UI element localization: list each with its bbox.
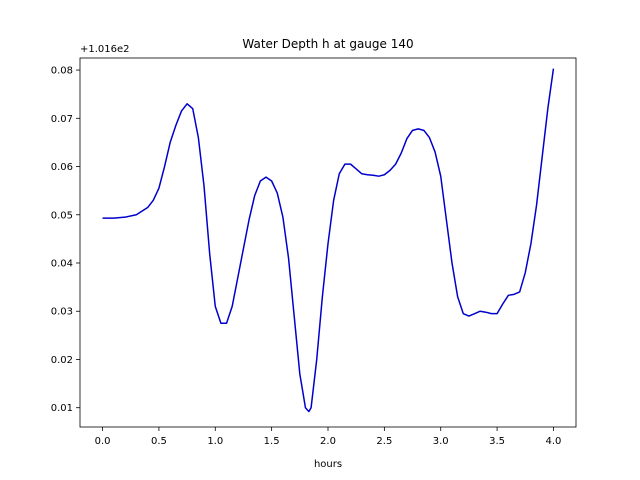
series-line-0	[102, 68, 555, 413]
x-tick-label-5: 2.5	[376, 436, 392, 447]
x-tick-label-0: 0.0	[95, 436, 111, 447]
y-tick-label-3: 0.04	[51, 259, 73, 270]
y-tick-label-5: 0.06	[51, 162, 73, 173]
x-tick-label-8: 4.0	[546, 436, 562, 447]
x-tick-label-7: 3.5	[489, 436, 505, 447]
chart-title: Water Depth h at gauge 140	[242, 37, 413, 51]
y-tick-label-6: 0.07	[51, 114, 73, 125]
x-tick-label-3: 1.5	[264, 436, 280, 447]
x-tick-label-6: 3.0	[433, 436, 449, 447]
x-axis-label: hours	[314, 459, 342, 470]
y-tick-label-2: 0.03	[51, 307, 73, 318]
y-tick-label-4: 0.05	[51, 210, 73, 221]
y-tick-label-7: 0.08	[51, 66, 73, 77]
x-tick-label-1: 0.5	[151, 436, 167, 447]
y-tick-label-0: 0.01	[51, 403, 73, 414]
y-tick-label-1: 0.02	[51, 355, 73, 366]
y-axis-offset-label: +1.016e2	[80, 44, 130, 55]
plot-area: 0.0 0.5 1.0 1.5 2.0 2.5 3.0 3.5 4.0 0.01 0.02 0.03 0…	[51, 57, 577, 447]
x-tick-label-4: 2.0	[320, 436, 336, 447]
x-tick-label-2: 1.0	[207, 436, 223, 447]
